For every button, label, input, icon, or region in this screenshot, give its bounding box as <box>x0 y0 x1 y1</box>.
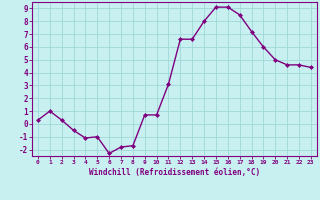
X-axis label: Windchill (Refroidissement éolien,°C): Windchill (Refroidissement éolien,°C) <box>89 168 260 177</box>
